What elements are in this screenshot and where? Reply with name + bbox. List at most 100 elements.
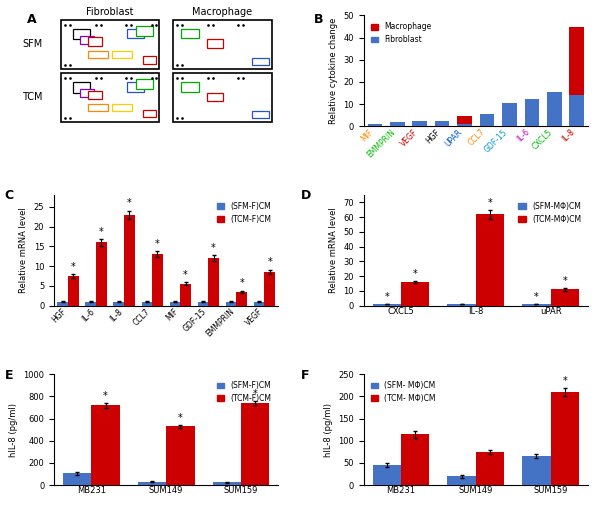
Bar [113,302,124,305]
Bar [476,452,504,485]
Bar [61,20,160,69]
Bar [547,92,562,126]
Bar [180,284,191,305]
Bar [173,73,272,122]
Bar [136,79,152,89]
Bar [138,482,166,485]
Bar [197,302,208,305]
Bar [212,482,241,485]
Text: *: * [178,413,183,423]
Bar [502,103,517,126]
Text: E: E [5,369,13,382]
Legend: (SFM- MΦ)CM, (TCM- MΦ)CM: (SFM- MΦ)CM, (TCM- MΦ)CM [367,378,439,406]
Bar [88,38,102,46]
Bar [173,20,272,69]
Bar [73,29,91,39]
Text: *: * [385,292,389,302]
Bar [142,302,152,305]
Text: A: A [27,13,37,26]
Bar [373,304,401,305]
Bar [88,51,108,58]
Bar [208,258,219,305]
Bar [68,276,79,305]
Text: *: * [488,198,493,208]
Bar [61,73,160,122]
Bar [136,26,152,36]
Bar [143,56,157,64]
Bar [96,243,107,305]
Bar [569,26,584,95]
Bar [181,29,199,38]
Legend: (SFM-MΦ)CM, (TCM-MΦ)CM: (SFM-MΦ)CM, (TCM-MΦ)CM [515,199,584,227]
Bar [254,302,265,305]
Text: Fibroblast: Fibroblast [86,7,134,18]
Bar [73,82,91,92]
Bar [127,82,143,91]
Text: *: * [413,269,418,279]
Text: *: * [127,198,132,208]
Bar [551,289,579,305]
Text: *: * [211,243,216,253]
Bar [152,254,163,305]
Bar [480,114,494,126]
Bar [448,476,476,485]
Bar [80,36,94,44]
Bar [208,39,223,48]
Bar [181,82,199,91]
Y-axis label: hIL-8 (pg/ml): hIL-8 (pg/ml) [323,402,332,457]
Y-axis label: Relative cytokine change: Relative cytokine change [329,18,338,124]
Text: *: * [253,390,257,399]
Bar [265,272,275,305]
Bar [390,122,404,126]
Text: *: * [183,270,188,280]
Bar [91,405,120,485]
Bar [368,123,382,126]
Text: SFM: SFM [23,39,43,49]
Text: D: D [301,189,311,202]
Y-axis label: hIL-8 (pg/ml): hIL-8 (pg/ml) [9,402,18,457]
Bar [236,292,247,305]
Bar [252,58,269,64]
Legend: Macrophage, Fibroblast: Macrophage, Fibroblast [367,19,434,47]
Text: TCM: TCM [22,92,43,103]
Text: *: * [562,277,567,286]
Text: F: F [301,369,310,382]
Bar [401,434,430,485]
Bar [80,89,94,98]
Bar [524,99,539,126]
Bar [457,124,472,126]
Bar [569,95,584,126]
Bar [112,51,132,58]
Bar [252,111,269,118]
Text: *: * [534,292,539,302]
Bar [435,121,449,126]
Text: *: * [71,262,76,271]
Text: *: * [99,227,104,237]
Text: B: B [314,13,324,26]
Legend: (SFM-F)CM, (TCM-F)CM: (SFM-F)CM, (TCM-F)CM [214,378,275,406]
Bar [127,29,143,38]
Bar [63,473,91,485]
Bar [166,426,194,485]
Text: Macrophage: Macrophage [192,7,253,18]
Legend: (SFM-F)CM, (TCM-F)CM: (SFM-F)CM, (TCM-F)CM [214,199,275,227]
Bar [412,121,427,126]
Text: *: * [155,239,160,249]
Bar [85,302,96,305]
Bar [88,91,102,100]
Bar [226,302,236,305]
Bar [457,116,472,124]
Bar [143,109,157,117]
Bar [476,214,504,305]
Bar [208,92,223,101]
Text: *: * [103,391,108,401]
Bar [124,215,135,305]
Bar [448,304,476,305]
Bar [522,304,551,305]
Bar [551,392,579,485]
Bar [58,302,68,305]
Bar [241,403,269,485]
Bar [373,465,401,485]
Text: C: C [5,189,14,202]
Bar [170,302,180,305]
